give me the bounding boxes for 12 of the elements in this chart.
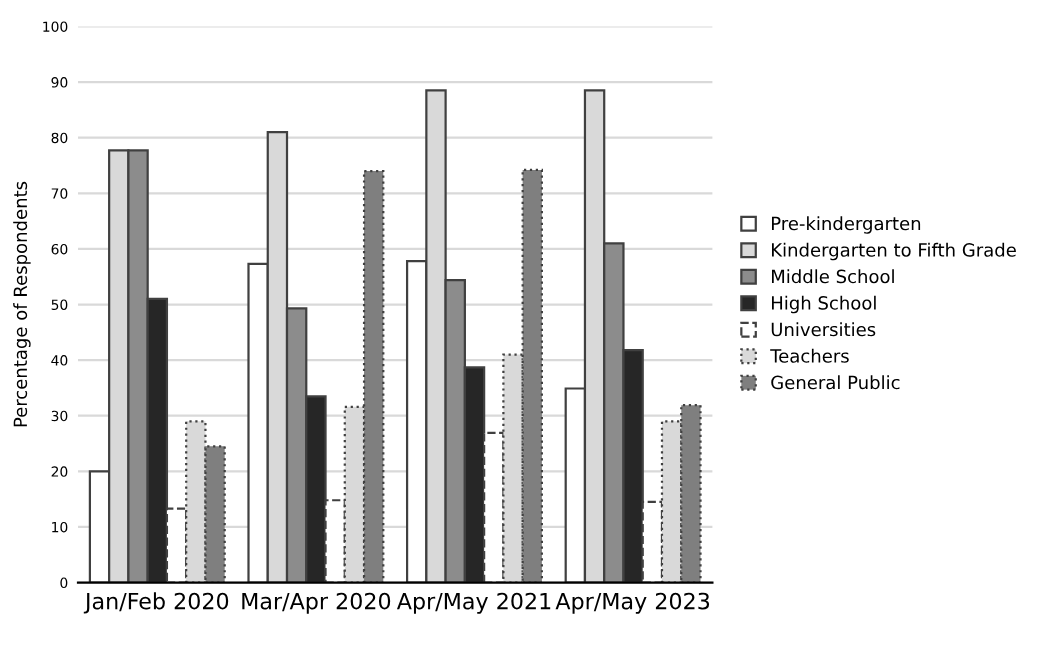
legend-label: Pre-kindergarten (772, 216, 921, 234)
legend-label: General Public (771, 375, 900, 390)
x-tick-label: Apr/May 2023 (555, 592, 710, 614)
x-tick-label: Jan/Feb 2020 (83, 592, 229, 614)
legend-label: Kindergarten to Fifth Grade (772, 242, 1016, 261)
legend-label: Middle School (772, 269, 894, 284)
legend-label: Teachers (770, 348, 849, 363)
x-tick-label: Mar/Apr 2020 (242, 592, 391, 614)
x-tick-label: Apr/May 2021 (396, 592, 551, 614)
y-axis-title: Percentage of Respondents (13, 181, 31, 427)
legend-label: High School (772, 295, 876, 314)
legend-label: Universities (771, 322, 876, 337)
